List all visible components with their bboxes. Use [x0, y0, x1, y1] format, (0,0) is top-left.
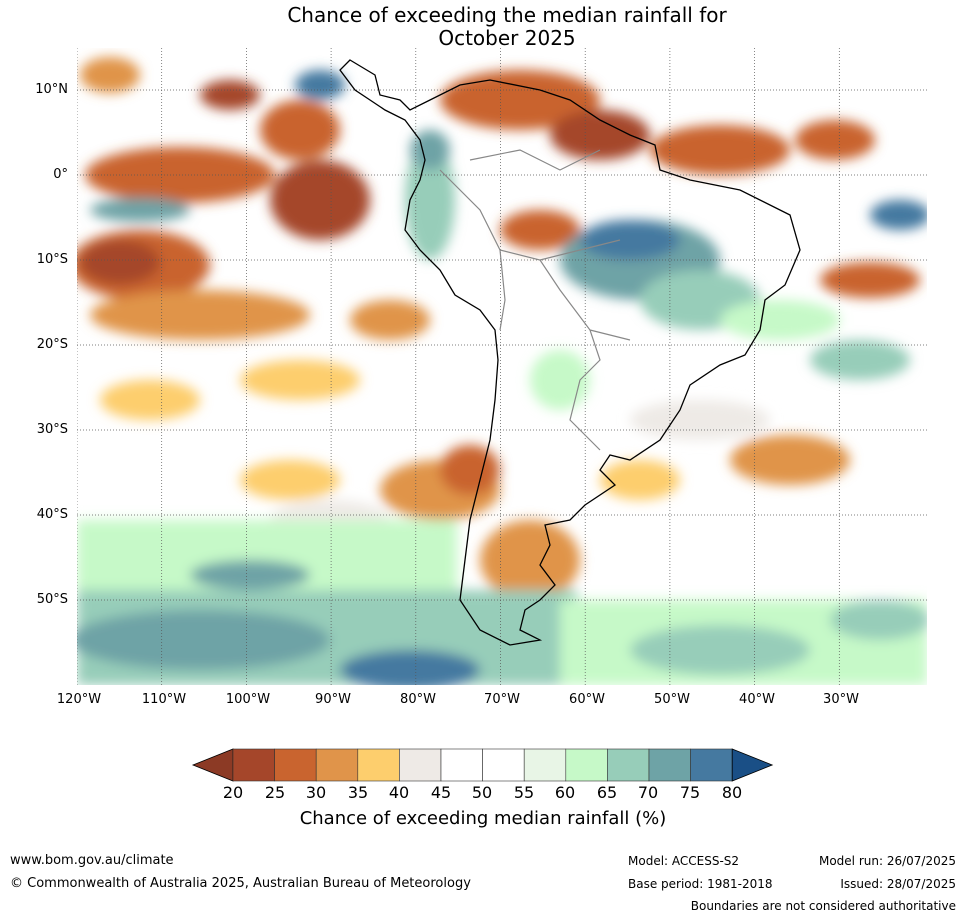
- lon-label-50w: 50°W: [654, 692, 690, 707]
- rainfall-field: [77, 48, 927, 685]
- colorbar-tick: 65: [596, 783, 618, 802]
- base-period: Base period: 1981-2018: [628, 877, 773, 891]
- colorbar-segment: [523, 748, 567, 782]
- colorbar-segment: [565, 748, 608, 782]
- coastline: [339, 59, 801, 646]
- lat-label-50s: 50°S: [36, 592, 68, 607]
- colorbar-segment: [357, 748, 400, 782]
- colorbar-tick: 35: [347, 783, 369, 802]
- colorbar-tick: 80: [721, 783, 743, 802]
- colorbar-segment: [232, 748, 275, 782]
- lat-label-0: 0°: [53, 167, 68, 182]
- title-line-2: October 2025: [438, 26, 576, 50]
- colorbar-tick: 25: [264, 783, 286, 802]
- lon-label-110w: 110°W: [141, 692, 187, 707]
- model-run-date: Model run: 26/07/2025: [818, 854, 956, 868]
- colorbar-tick: 45: [430, 783, 452, 802]
- copyright-text: © Commonwealth of Australia 2025, Austra…: [10, 876, 471, 891]
- lat-label-20s: 20°S: [36, 337, 68, 352]
- lon-label-120w: 120°W: [56, 692, 102, 707]
- lon-label-40w: 40°W: [739, 692, 775, 707]
- colorbar-segment: [690, 748, 733, 782]
- colorbar-under-arrow: [191, 748, 234, 782]
- boundaries-disclaimer: Boundaries are not considered authoritat…: [690, 899, 956, 913]
- colorbar-segment: [440, 748, 483, 782]
- colorbar-segment: [399, 748, 442, 782]
- map-title: Chance of exceeding the median rainfall …: [0, 4, 965, 50]
- colorbar-over-arrow: [731, 748, 774, 782]
- title-line-1: Chance of exceeding the median rainfall …: [287, 3, 727, 27]
- graticule: [77, 48, 927, 685]
- colorbar-segment: [648, 748, 691, 782]
- colorbar-segment: [607, 748, 650, 782]
- lat-label-10n: 10°N: [35, 82, 68, 97]
- colorbar-title: Chance of exceeding median rainfall (%): [299, 808, 667, 829]
- colorbar-segment: [274, 748, 317, 782]
- lon-label-80w: 80°W: [400, 692, 436, 707]
- colorbar-tick: 40: [388, 783, 410, 802]
- colorbar-tick: 60: [554, 783, 576, 802]
- lat-label-30s: 30°S: [36, 422, 68, 437]
- model-name: Model: ACCESS-S2: [628, 854, 740, 868]
- lat-label-10s: 10°S: [36, 252, 68, 267]
- probability-blobs: [77, 57, 927, 685]
- colorbar: [191, 748, 774, 782]
- lat-label-40s: 40°S: [36, 507, 68, 522]
- country-borders: [439, 149, 631, 451]
- issued-date: Issued: 28/07/2025: [840, 877, 956, 891]
- lon-label-100w: 100°W: [225, 692, 271, 707]
- colorbar-segment: [482, 748, 525, 782]
- lon-label-30w: 30°W: [823, 692, 859, 707]
- lon-label-70w: 70°W: [484, 692, 520, 707]
- colorbar-tick: 30: [305, 783, 327, 802]
- colorbar-segment: [315, 748, 359, 782]
- colorbar-tick: 20: [222, 783, 244, 802]
- colorbar-tick: 55: [513, 783, 535, 802]
- website-link[interactable]: www.bom.gov.au/climate: [10, 853, 174, 868]
- lon-label-60w: 60°W: [569, 692, 605, 707]
- colorbar-tick: 50: [471, 783, 493, 802]
- lon-label-90w: 90°W: [315, 692, 351, 707]
- colorbar-tick: 75: [679, 783, 701, 802]
- colorbar-tick: 70: [637, 783, 659, 802]
